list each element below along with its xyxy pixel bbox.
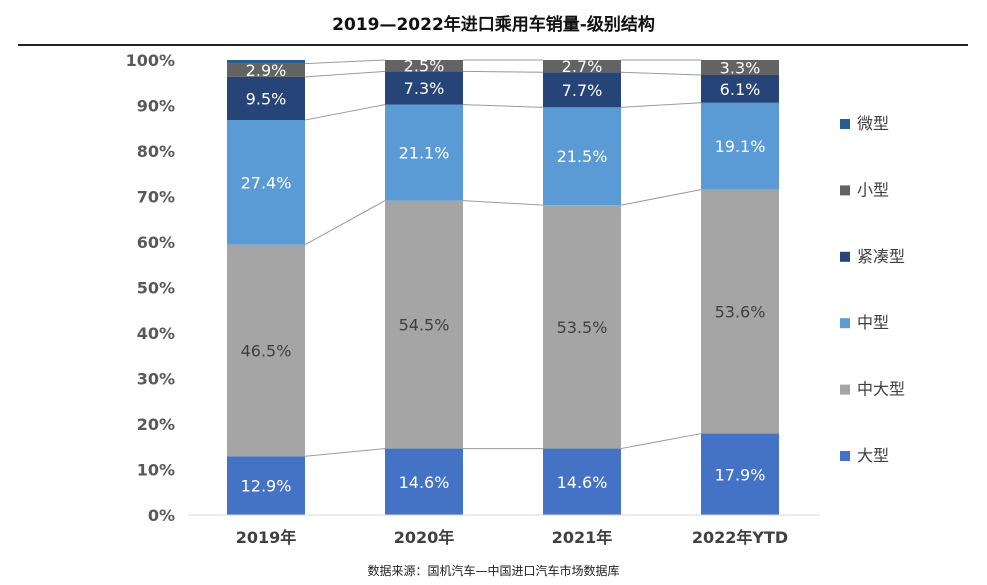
legend-label: 中型: [857, 313, 889, 332]
series-connector-line: [304, 448, 386, 457]
y-tick-label: 50%: [137, 279, 175, 298]
series-connector-line: [304, 70, 386, 78]
series-connector-line: [620, 189, 702, 206]
data-source-note: 数据来源：国机汽车—中国进口汽车市场数据库: [367, 564, 620, 578]
chart-title: 2019—2022年进口乘用车销量-级别结构: [332, 15, 655, 35]
y-tick-label: 80%: [137, 142, 175, 161]
series-connector-line: [620, 433, 702, 450]
series-connector-line: [304, 200, 386, 246]
y-tick-label: 70%: [137, 188, 175, 207]
data-label: 54.5%: [399, 316, 450, 335]
y-tick-label: 90%: [137, 97, 175, 116]
bar-segment: [227, 120, 305, 245]
data-label: 17.9%: [715, 465, 766, 484]
data-label: 2.9%: [246, 61, 287, 80]
data-label: 6.1%: [720, 80, 761, 99]
series-connector-line: [304, 59, 386, 65]
y-tick-label: 30%: [137, 370, 175, 389]
series-connector-line: [304, 104, 386, 121]
bar-segment: [227, 76, 305, 121]
x-category-label: 2020年: [394, 528, 455, 547]
bar-segment: [543, 107, 621, 206]
series-connector-line: [462, 104, 544, 108]
data-label: 21.5%: [557, 147, 608, 166]
data-label: 9.5%: [246, 89, 287, 108]
data-label: 53.5%: [557, 318, 608, 337]
data-label: 7.7%: [562, 81, 603, 100]
data-label: 2.7%: [562, 57, 603, 76]
bar-segment: [543, 448, 621, 515]
bar-segment: [227, 456, 305, 515]
legend-label: 微型: [857, 114, 889, 133]
bar-segment: [701, 189, 779, 434]
legend-swatch: [840, 251, 850, 262]
legend-swatch: [840, 185, 850, 196]
data-label: 21.1%: [399, 144, 450, 163]
series-connector-line: [620, 102, 702, 108]
bar-segment: [227, 60, 305, 64]
legend-swatch: [840, 384, 850, 395]
bar-segment: [227, 244, 305, 457]
bar-segment: [385, 60, 463, 72]
y-tick-label: 60%: [137, 233, 175, 252]
bar-segment: [543, 60, 621, 73]
legend-swatch: [840, 119, 850, 129]
data-label: 46.5%: [241, 342, 292, 361]
bar-segment: [701, 433, 779, 515]
bar-segment: [701, 75, 779, 103]
data-label: 7.3%: [404, 79, 445, 98]
y-tick-label: 40%: [137, 324, 175, 343]
legend-label: 小型: [857, 180, 889, 199]
y-tick-label: 20%: [137, 415, 175, 434]
x-category-label: 2022年YTD: [692, 528, 788, 547]
legend-label: 中大型: [857, 380, 905, 399]
y-tick-label: 100%: [126, 51, 175, 70]
x-category-label: 2019年: [236, 528, 297, 547]
legend-swatch: [840, 318, 850, 329]
data-label: 3.3%: [720, 59, 761, 78]
series-connector-line: [620, 71, 702, 76]
x-category-label: 2021年: [552, 528, 613, 547]
bar-segment: [385, 71, 463, 105]
bar-segment: [385, 200, 463, 449]
y-tick-label: 10%: [137, 461, 175, 480]
bar-segment: [385, 448, 463, 515]
data-label: 2.5%: [404, 57, 445, 76]
bar-segment: [701, 60, 779, 76]
bar-segment: [543, 72, 621, 108]
legend-label: 紧凑型: [857, 247, 905, 266]
bar-segment: [385, 104, 463, 201]
data-label: 12.9%: [241, 477, 292, 496]
bar-segment: [227, 63, 305, 77]
data-label: 19.1%: [715, 137, 766, 156]
bar-segment: [543, 205, 621, 449]
y-tick-label: 0%: [148, 506, 175, 525]
bar-segment: [701, 102, 779, 190]
data-label: 14.6%: [557, 473, 608, 492]
data-label: 27.4%: [241, 173, 292, 192]
series-connector-line: [462, 200, 544, 206]
title-divider: [18, 44, 968, 46]
legend-swatch: [840, 451, 850, 461]
data-label: 14.6%: [399, 473, 450, 492]
series-connector-line: [462, 70, 544, 73]
data-label: 53.6%: [715, 303, 766, 322]
legend-label: 大型: [857, 446, 889, 465]
